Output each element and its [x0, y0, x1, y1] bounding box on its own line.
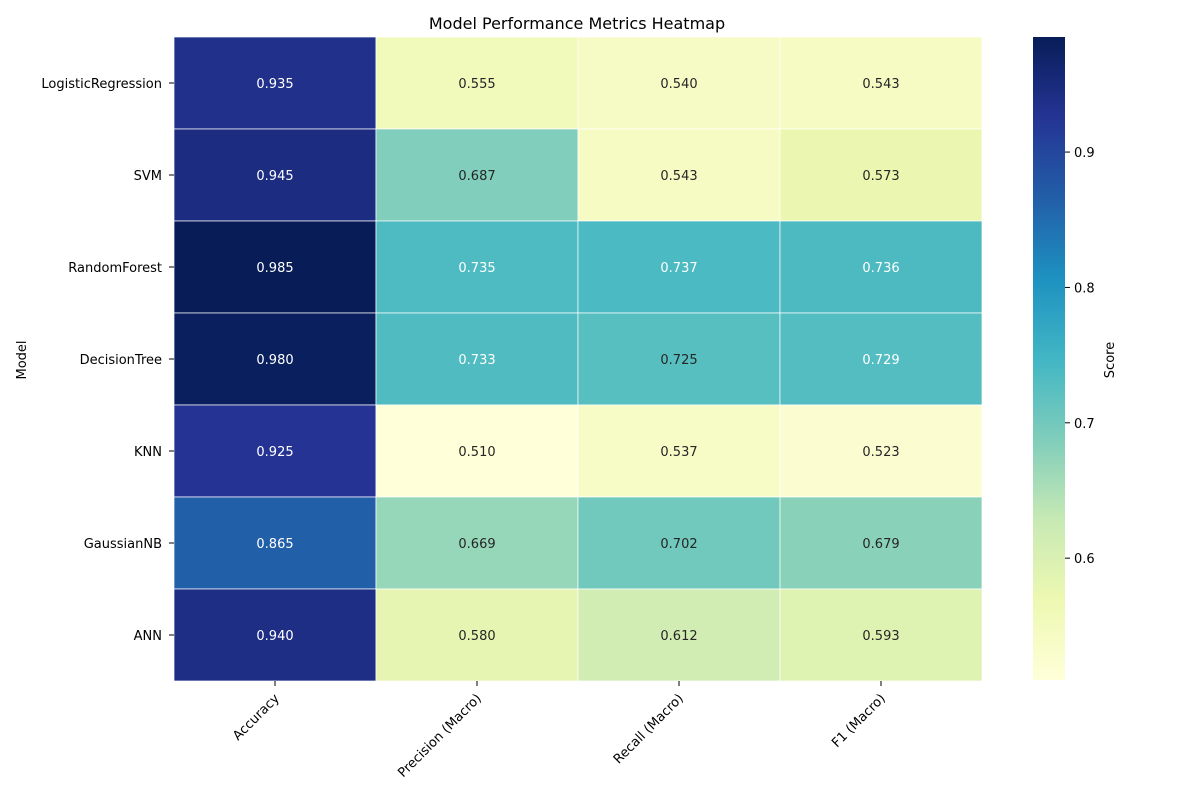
- cell-value-label: 0.679: [862, 537, 899, 552]
- colorbar-tick-label: 0.7: [1074, 417, 1095, 432]
- cell-value-label: 0.980: [256, 353, 293, 368]
- row-label: SVM: [134, 169, 162, 184]
- heatmap-cell: [375, 588, 579, 682]
- cell-value-label: 0.593: [862, 629, 899, 644]
- cell-value-label: 0.736: [862, 261, 899, 276]
- column-label: F1 (Macro): [829, 691, 889, 751]
- cell-value-label: 0.687: [458, 169, 495, 184]
- row-label: LogisticRegression: [41, 77, 162, 92]
- colorbar-gradient: [1033, 37, 1065, 680]
- heatmap-cell: [577, 404, 781, 498]
- cell-value-label: 0.725: [660, 353, 697, 368]
- colorbar-tick-label: 0.6: [1074, 552, 1095, 567]
- cell-value-label: 0.925: [256, 445, 293, 460]
- heatmap-cell: [173, 36, 377, 130]
- cell-value-label: 0.945: [256, 169, 293, 184]
- cell-value-label: 0.669: [458, 537, 495, 552]
- heatmap-cell: [577, 36, 781, 130]
- row-labels: LogisticRegression SVM RandomForest Decisio…: [41, 77, 174, 644]
- cell-value-label: 0.510: [458, 445, 495, 460]
- row-label: RandomForest: [68, 261, 162, 276]
- cell-value-label: 0.543: [660, 169, 697, 184]
- cell-value-label: 0.543: [862, 77, 899, 92]
- cell-value-label: 0.555: [458, 77, 495, 92]
- row-label: GaussianNB: [84, 537, 162, 552]
- heatmap-cell: [173, 496, 377, 590]
- cell-value-label: 0.702: [660, 537, 697, 552]
- heatmap-cell: [779, 312, 983, 406]
- colorbar-tick-label: 0.8: [1074, 281, 1095, 296]
- column-label: Recall (Macro): [611, 691, 687, 767]
- column-labels: Accuracy Precision (Macro) Recall (Macro) F…: [230, 681, 889, 781]
- column-label: Precision (Macro): [395, 691, 485, 781]
- colorbar-label: Score: [1103, 342, 1118, 378]
- cell-value-label: 0.523: [862, 445, 899, 460]
- cell-value-label: 0.540: [660, 77, 697, 92]
- heatmap-cell: [173, 588, 377, 682]
- heatmap-cell: [173, 128, 377, 222]
- cell-value-label: 0.940: [256, 629, 293, 644]
- cell-value-label: 0.985: [256, 261, 293, 276]
- heatmap-cell: [577, 312, 781, 406]
- row-label: DecisionTree: [80, 353, 162, 368]
- heatmap-cell: [779, 220, 983, 314]
- heatmap-cell: [173, 312, 377, 406]
- cell-value-label: 0.865: [256, 537, 293, 552]
- cell-value-label: 0.733: [458, 353, 495, 368]
- colorbar: 0.6 0.7 0.8 0.9 Score: [1033, 37, 1118, 680]
- heatmap-cell: [375, 496, 579, 590]
- colorbar-ticks: 0.6 0.7 0.8 0.9: [1065, 146, 1095, 567]
- heatmap-cells: 0.935 0.555 0.540 0.543 0.945 0.687 0.543 0.573…: [173, 36, 983, 682]
- heatmap-cell: [577, 128, 781, 222]
- heatmap-cell: [779, 36, 983, 130]
- cell-value-label: 0.729: [862, 353, 899, 368]
- heatmap-cell: [577, 588, 781, 682]
- heatmap-cell: [375, 220, 579, 314]
- heatmap-cell: [375, 128, 579, 222]
- heatmap-cell: [779, 588, 983, 682]
- row-label: KNN: [134, 445, 162, 460]
- cell-value-label: 0.612: [660, 629, 697, 644]
- cell-value-label: 0.735: [458, 261, 495, 276]
- heatmap-cell: [779, 404, 983, 498]
- row-label: ANN: [134, 629, 162, 644]
- heatmap-cell: [375, 404, 579, 498]
- colorbar-tick-label: 0.9: [1074, 146, 1095, 161]
- chart-title: Model Performance Metrics Heatmap: [429, 14, 725, 33]
- heatmap-cell: [375, 36, 579, 130]
- cell-value-label: 0.573: [862, 169, 899, 184]
- heatmap-cell: [375, 312, 579, 406]
- cell-value-label: 0.737: [660, 261, 697, 276]
- heatmap-cell: [779, 496, 983, 590]
- cell-value-label: 0.580: [458, 629, 495, 644]
- heatmap-cell: [577, 496, 781, 590]
- heatmap-cell: [779, 128, 983, 222]
- cell-value-label: 0.537: [660, 445, 697, 460]
- y-axis-label: Model: [15, 340, 30, 379]
- column-label: Accuracy: [230, 691, 283, 744]
- heatmap-cell: [173, 404, 377, 498]
- cell-value-label: 0.935: [256, 77, 293, 92]
